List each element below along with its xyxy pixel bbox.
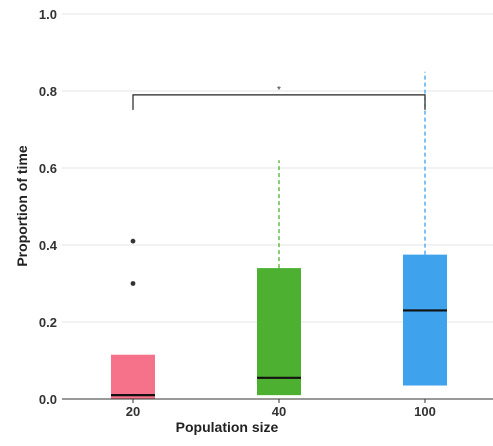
y-tick-label: 1.0 bbox=[39, 7, 57, 22]
y-tick-label: 0.0 bbox=[39, 392, 57, 407]
box-100 bbox=[403, 254, 447, 386]
boxes bbox=[111, 71, 447, 399]
significance-label: * bbox=[277, 85, 281, 96]
x-tick-label: 100 bbox=[414, 404, 436, 419]
y-tick-label: 0.4 bbox=[39, 238, 58, 253]
annotations: * bbox=[132, 85, 426, 110]
outlier-point bbox=[130, 238, 136, 244]
y-tick-label: 0.8 bbox=[39, 84, 57, 99]
x-tick-label: 40 bbox=[272, 404, 286, 419]
x-axis-title: Population size bbox=[176, 419, 279, 435]
significance-bracket bbox=[132, 94, 426, 110]
box-40 bbox=[257, 268, 301, 396]
y-axis-title: Proportion of time bbox=[14, 145, 30, 267]
axes: 0.0 0.2 0.4 0.6 0.8 1.0 20 40 100 bbox=[39, 7, 493, 419]
box-20 bbox=[111, 354, 155, 399]
outlier-point bbox=[130, 281, 136, 286]
y-tick-label: 0.6 bbox=[39, 161, 57, 176]
y-tick-label: 0.2 bbox=[39, 315, 57, 330]
x-tick-label: 20 bbox=[126, 404, 140, 419]
